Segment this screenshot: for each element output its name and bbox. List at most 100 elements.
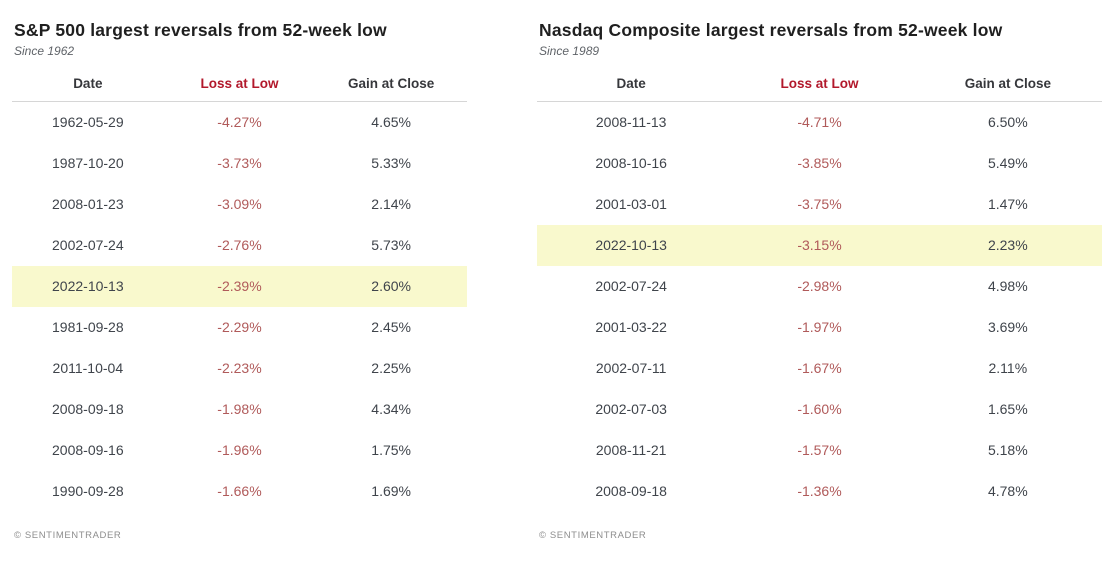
table-row: 2002-07-03 -1.60% 1.65% (537, 389, 1102, 430)
date-cell: 2002-07-03 (595, 401, 667, 417)
loss-cell: -2.76% (217, 237, 262, 253)
table-row: 2022-10-13 -2.39% 2.60% (12, 265, 467, 307)
date-cell: 2008-11-21 (595, 442, 667, 458)
table-row: 2002-07-24 -2.98% 4.98% (537, 266, 1102, 307)
loss-cell: -1.96% (217, 442, 262, 458)
date-cell: 1987-10-20 (52, 155, 124, 171)
sp500-subtitle: Since 1962 (14, 44, 75, 58)
gain-cell: 5.73% (371, 237, 411, 253)
nasdaq-title: Nasdaq Composite largest reversals from … (539, 20, 1003, 40)
gain-cell: 4.98% (987, 278, 1028, 294)
date-cell: 1981-09-28 (52, 319, 124, 335)
table-row: 2002-07-24 -2.76% 5.73% (12, 225, 467, 266)
nasdaq-header-row: Date Loss at Low Gain at Close (537, 64, 1102, 102)
nasdaq-date-column-header: Date (537, 64, 726, 102)
loss-cell: -1.97% (797, 319, 842, 335)
table-row: 2008-11-13 -4.71% 6.50% (537, 102, 1102, 143)
loss-cell: -3.75% (797, 196, 842, 212)
gain-cell: 3.69% (987, 319, 1028, 335)
table-row: 1962-05-29 -4.27% 4.65% (12, 102, 467, 143)
sp500-title: S&P 500 largest reversals from 52-week l… (14, 20, 387, 40)
loss-cell: -1.67% (797, 360, 842, 376)
gain-cell: 5.49% (987, 155, 1028, 171)
table-row: 2008-09-18 -1.98% 4.34% (12, 389, 467, 430)
loss-cell: -1.60% (797, 401, 842, 417)
loss-cell: -2.29% (217, 319, 262, 335)
sp500-gain-at-close-column-header: Gain at Close (315, 64, 467, 102)
gain-cell: 2.25% (371, 360, 411, 376)
loss-cell: -2.39% (163, 265, 316, 307)
gain-cell: 4.34% (371, 401, 411, 417)
date-cell: 1962-05-29 (52, 114, 124, 131)
gain-cell: 4.78% (987, 483, 1028, 499)
table-row: 2008-09-16 -1.96% 1.75% (12, 430, 467, 471)
gain-cell: 1.69% (371, 483, 411, 499)
nasdaq-gain-at-close-column-header: Gain at Close (913, 64, 1102, 102)
sp500-panel: S&P 500 largest reversals from 52-week l… (12, 12, 467, 541)
nasdaq-loss-at-low-column-header: Loss at Low (725, 64, 914, 102)
sp500-table: Date Loss at Low Gain at Close 1962-05-2… (12, 64, 467, 512)
loss-cell: -1.66% (217, 483, 262, 499)
gain-cell: 1.47% (987, 196, 1028, 212)
date-cell: 2022-10-13 (12, 265, 164, 307)
gain-cell: 2.11% (988, 360, 1028, 376)
nasdaq-sentimentrader-credit: © SENTIMENTRADER (539, 529, 647, 541)
gain-cell: 2.23% (913, 224, 1102, 266)
loss-cell: -2.23% (217, 360, 262, 376)
gain-cell: 2.60% (315, 265, 467, 307)
gain-cell: 1.65% (987, 401, 1028, 417)
date-cell: 2008-10-16 (595, 155, 667, 171)
date-cell: 2008-11-13 (595, 114, 667, 131)
loss-cell: -1.36% (797, 483, 842, 499)
table-row: 2001-03-01 -3.75% 1.47% (537, 184, 1102, 225)
table-row: 2001-03-22 -1.97% 3.69% (537, 307, 1102, 348)
date-cell: 2002-07-11 (595, 360, 667, 376)
loss-cell: -3.15% (725, 224, 914, 266)
date-cell: 2008-09-16 (52, 442, 124, 458)
table-row: 2008-01-23 -3.09% 2.14% (12, 184, 467, 225)
date-cell: 2001-03-01 (595, 196, 667, 212)
gain-cell: 5.33% (371, 155, 411, 171)
date-cell: 2001-03-22 (595, 319, 667, 335)
loss-cell: -4.71% (797, 114, 842, 131)
date-cell: 2011-10-04 (52, 360, 124, 376)
loss-cell: -2.98% (797, 278, 842, 294)
gain-cell: 5.18% (987, 442, 1028, 458)
loss-cell: -3.73% (217, 155, 262, 171)
gain-cell: 6.50% (987, 114, 1028, 131)
reversal-tables-page: S&P 500 largest reversals from 52-week l… (12, 12, 1102, 541)
table-row: 1987-10-20 -3.73% 5.33% (12, 143, 467, 184)
table-row: 1981-09-28 -2.29% 2.45% (12, 307, 467, 348)
date-cell: 2022-10-13 (537, 224, 726, 266)
date-cell: 2008-01-23 (52, 196, 124, 212)
nasdaq-table: Date Loss at Low Gain at Close 2008-11-1… (537, 64, 1102, 512)
sp500-sentimentrader-credit: © SENTIMENTRADER (14, 529, 122, 541)
gain-cell: 2.14% (371, 196, 411, 212)
table-row: 2008-09-18 -1.36% 4.78% (537, 471, 1102, 512)
date-cell: 2008-09-18 (52, 401, 124, 417)
nasdaq-subtitle: Since 1989 (539, 44, 600, 58)
loss-cell: -3.09% (217, 196, 262, 212)
table-row: 2022-10-13 -3.15% 2.23% (537, 224, 1102, 266)
date-cell: 2008-09-18 (595, 483, 667, 499)
table-row: 1990-09-28 -1.66% 1.69% (12, 471, 467, 512)
sp500-table-body: 1962-05-29 -4.27% 4.65% 1987-10-20 -3.73% 5.3… (12, 102, 467, 512)
date-cell: 2002-07-24 (52, 237, 124, 253)
gain-cell: 2.45% (371, 319, 411, 335)
date-cell: 1990-09-28 (52, 483, 124, 499)
sp500-header-row: Date Loss at Low Gain at Close (12, 64, 467, 102)
table-row: 2011-10-04 -2.23% 2.25% (12, 348, 467, 389)
loss-cell: -1.57% (797, 442, 842, 458)
gain-cell: 1.75% (371, 442, 411, 458)
nasdaq-table-body: 2008-11-13 -4.71% 6.50% 2008-10-16 -3.85% 5.4… (537, 102, 1102, 512)
loss-cell: -4.27% (217, 114, 262, 131)
nasdaq-panel: Nasdaq Composite largest reversals from … (537, 12, 1102, 541)
table-row: 2008-11-21 -1.57% 5.18% (537, 430, 1102, 471)
loss-cell: -1.98% (217, 401, 262, 417)
sp500-date-column-header: Date (12, 64, 164, 102)
sp500-loss-at-low-column-header: Loss at Low (163, 64, 316, 102)
table-row: 2002-07-11 -1.67% 2.11% (537, 348, 1102, 389)
loss-cell: -3.85% (797, 155, 842, 171)
gain-cell: 4.65% (371, 114, 411, 131)
date-cell: 2002-07-24 (595, 278, 667, 294)
